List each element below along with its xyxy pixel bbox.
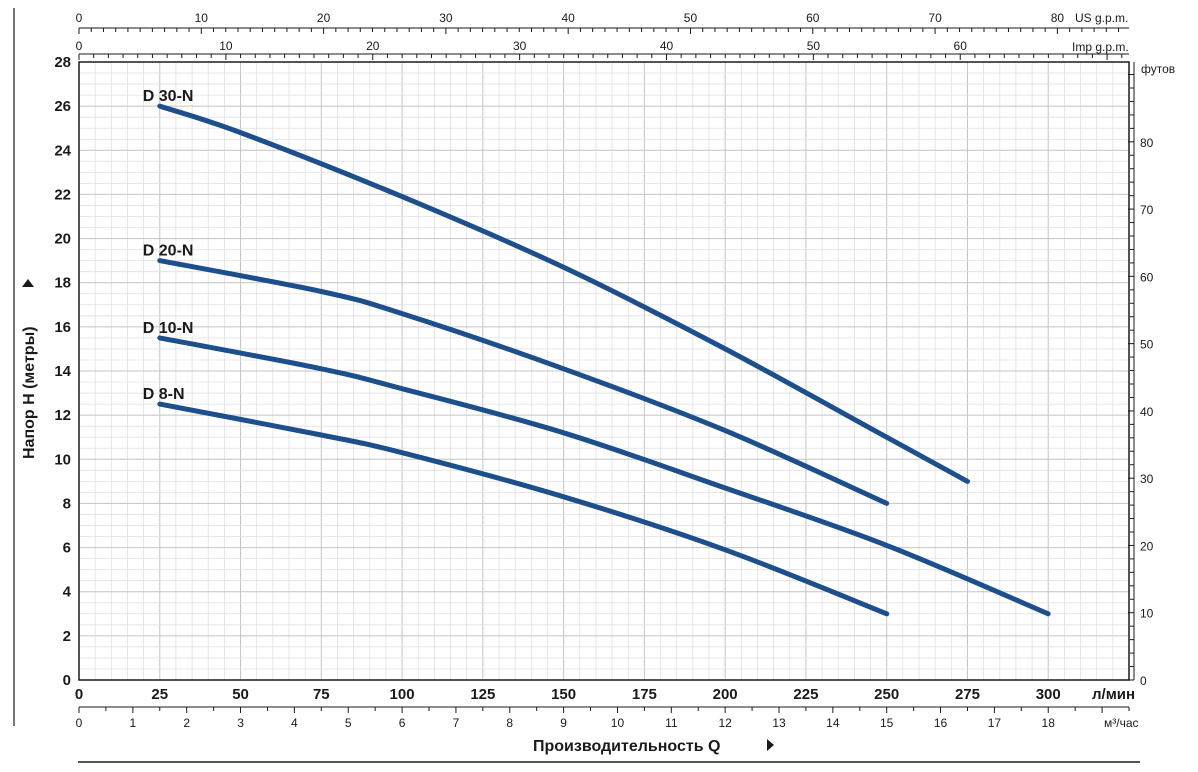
m3h-tick-label: 3 <box>237 716 244 730</box>
y-tick-label: 14 <box>54 363 71 380</box>
usgpm-tick-label: 80 <box>1051 11 1065 25</box>
ft-tick-label: 0 <box>1140 674 1147 688</box>
x-tick-label: 75 <box>313 686 330 703</box>
impgpm-tick-label: 50 <box>807 39 821 53</box>
y-tick-label: 18 <box>54 275 71 292</box>
m3h-tick-label: 14 <box>826 716 840 730</box>
x-tick-label: 50 <box>232 686 249 703</box>
x-unit-m3h: м³/час <box>1104 716 1139 730</box>
x-tick-label: 100 <box>390 686 415 703</box>
y-tick-label: 28 <box>54 54 71 71</box>
m3h-tick-label: 1 <box>130 716 137 730</box>
x-unit-usgpm: US g.p.m. <box>1075 11 1128 25</box>
y2-unit: футов <box>1141 62 1175 76</box>
impgpm-tick-label: 40 <box>660 39 674 53</box>
x-tick-label: 250 <box>874 686 899 703</box>
series-label: D 20-N <box>143 243 194 260</box>
impgpm-tick-label: 20 <box>366 39 380 53</box>
m3h-tick-label: 16 <box>934 716 948 730</box>
usgpm-tick-label: 20 <box>317 11 331 25</box>
usgpm-tick-label: 10 <box>195 11 209 25</box>
m3h-tick-label: 18 <box>1042 716 1056 730</box>
usgpm-tick-label: 50 <box>684 11 698 25</box>
impgpm-tick-label: 10 <box>219 39 233 53</box>
m3h-tick-label: 12 <box>718 716 732 730</box>
m3h-tick-label: 13 <box>772 716 786 730</box>
series-line <box>157 103 970 484</box>
m3h-tick-label: 9 <box>560 716 567 730</box>
ft-tick-label: 60 <box>1140 270 1154 284</box>
usgpm-tick-label: 70 <box>928 11 942 25</box>
usgpm-tick-label: 40 <box>562 11 576 25</box>
x-tick-label: 225 <box>793 686 818 703</box>
x-tick-label: 175 <box>632 686 657 703</box>
ft-tick-label: 50 <box>1140 338 1154 352</box>
x-tick-label: 150 <box>551 686 576 703</box>
x-tick-label: 0 <box>75 686 83 703</box>
series-line <box>157 258 890 506</box>
series-label: D 8-N <box>143 386 185 403</box>
y-tick-label: 16 <box>54 319 71 336</box>
x-tick-label: 275 <box>955 686 980 703</box>
ft-tick-label: 10 <box>1140 607 1154 621</box>
m3h-tick-label: 7 <box>453 716 460 730</box>
grid <box>79 62 1129 680</box>
series-group: D 30-N D 20-N D 10-N D 8-N <box>143 88 1051 617</box>
series-label: D 10-N <box>143 320 194 337</box>
usgpm-tick-label: 0 <box>76 11 83 25</box>
y-tick-label: 24 <box>54 142 71 159</box>
m3h-tick-label: 17 <box>988 716 1002 730</box>
ft-tick-label: 40 <box>1140 405 1154 419</box>
plot-frame <box>78 61 1130 681</box>
y-tick-label: 6 <box>63 540 71 557</box>
y-tick-label: 20 <box>54 231 71 248</box>
ft-tick-label: 80 <box>1140 136 1154 150</box>
y-tick-label: 22 <box>54 186 71 203</box>
x-tick-label: 125 <box>470 686 495 703</box>
y-tick-label: 26 <box>54 98 71 115</box>
y-tick-label: 12 <box>54 407 71 424</box>
x-axis-arrow-icon <box>767 739 774 751</box>
m3h-tick-label: 4 <box>291 716 298 730</box>
impgpm-tick-label: 0 <box>76 39 83 53</box>
x-axis-title: Производительность Q <box>533 738 720 755</box>
y-tick-label: 0 <box>63 672 71 689</box>
y-tick-label: 10 <box>54 451 71 468</box>
m3h-tick-label: 5 <box>345 716 352 730</box>
impgpm-tick-label: 60 <box>954 39 968 53</box>
x-tick-label: 300 <box>1036 686 1061 703</box>
m3h-tick-label: 6 <box>399 716 406 730</box>
axes: 0 10 20 30 40 50 60 70 800 10 20 30 40 50 600 1 2 3 4 5 6 7 8 9… <box>54 11 1153 730</box>
x-unit-impgpm: Imp g.p.m. <box>1072 40 1129 54</box>
x-unit-lmin: л/мин <box>1092 686 1135 703</box>
series-line <box>157 401 890 617</box>
series-line <box>157 335 1051 617</box>
m3h-tick-label: 0 <box>76 716 83 730</box>
y-axis-arrow-icon <box>22 279 34 287</box>
y-tick-label: 4 <box>63 584 72 601</box>
m3h-tick-label: 2 <box>183 716 190 730</box>
usgpm-tick-label: 30 <box>439 11 453 25</box>
plot-border <box>78 61 1130 681</box>
usgpm-tick-label: 60 <box>806 11 820 25</box>
ft-tick-label: 20 <box>1140 539 1154 553</box>
m3h-tick-label: 11 <box>665 716 678 730</box>
m3h-tick-label: 15 <box>880 716 894 730</box>
m3h-tick-label: 10 <box>611 716 625 730</box>
m3h-tick-label: 8 <box>506 716 513 730</box>
y-axis-title: Напор H (метры) <box>21 326 38 459</box>
series-label: D 30-N <box>143 88 194 105</box>
x-tick-label: 200 <box>713 686 738 703</box>
ft-tick-label: 30 <box>1140 472 1154 486</box>
impgpm-tick-label: 30 <box>513 39 527 53</box>
x-tick-label: 25 <box>151 686 168 703</box>
y-tick-label: 2 <box>63 628 71 645</box>
y-tick-label: 8 <box>63 495 71 512</box>
ft-tick-label: 70 <box>1140 203 1154 217</box>
